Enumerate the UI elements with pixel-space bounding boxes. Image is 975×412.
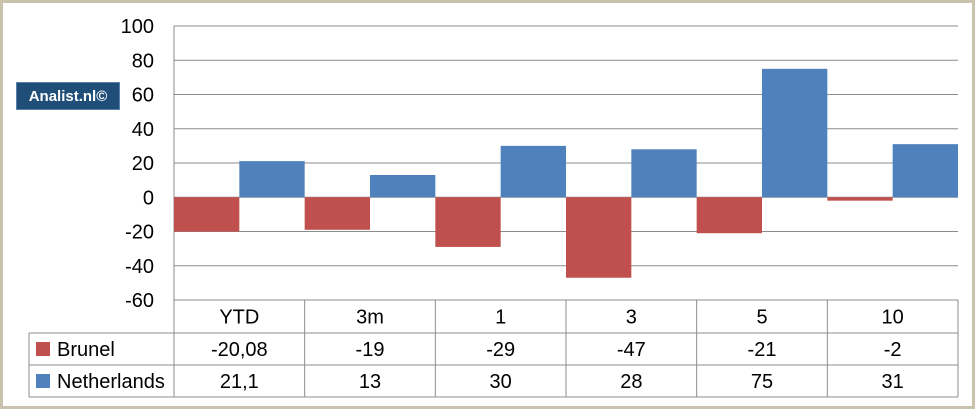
x-category-label: 1 [495, 307, 506, 329]
bar-netherlands [762, 68, 828, 198]
legend-key-netherlands [36, 374, 50, 388]
y-tick-label: 40 [132, 119, 154, 141]
y-tick-label: -20 [125, 222, 154, 244]
x-category-label: YTD [219, 307, 259, 329]
data-label-brunel: -29 [486, 339, 515, 361]
bar-netherlands [500, 145, 566, 198]
x-category-label: 5 [756, 307, 767, 329]
data-label-netherlands: 75 [751, 371, 773, 393]
data-label-netherlands: 28 [620, 371, 642, 393]
data-label-brunel: -21 [748, 339, 777, 361]
y-tick-label: 60 [132, 85, 154, 107]
y-axis-ticks: 100 80 60 40 20 0 -20 -40 -60 [121, 16, 154, 312]
y-tick-label: -60 [125, 290, 154, 312]
bar-brunel [174, 197, 240, 232]
data-label-netherlands: 31 [882, 371, 904, 393]
data-label-netherlands: 30 [490, 371, 512, 393]
y-tick-label: 80 [132, 50, 154, 72]
bar-brunel [304, 197, 370, 230]
bars [174, 68, 958, 278]
y-tick-label: -40 [125, 256, 154, 278]
data-label-netherlands: 13 [359, 371, 381, 393]
data-label-brunel: -2 [884, 339, 902, 361]
bar-brunel [566, 197, 632, 278]
bar-netherlands [892, 144, 958, 198]
x-category-label: 10 [882, 307, 904, 329]
data-label-netherlands: 21,1 [220, 371, 259, 393]
y-tick-label: 20 [132, 153, 154, 175]
legend-label-brunel: Brunel [57, 339, 115, 361]
y-tick-label: 0 [143, 187, 154, 209]
bar-brunel [435, 197, 501, 247]
bar-netherlands [631, 149, 697, 198]
bar-netherlands [370, 174, 436, 198]
legend-key-brunel [36, 342, 50, 356]
bar-brunel [696, 197, 762, 234]
watermark-logo: Analist.nl© [16, 82, 120, 110]
x-category-label: 3m [356, 307, 384, 329]
data-label-brunel: -20,08 [211, 339, 268, 361]
bar-netherlands [239, 161, 305, 198]
bar-brunel [827, 197, 893, 201]
legend-label-netherlands: Netherlands [57, 371, 165, 393]
x-category-label: 3 [626, 307, 637, 329]
data-label-brunel: -19 [356, 339, 385, 361]
y-tick-label: 100 [121, 16, 154, 38]
data-label-brunel: -47 [617, 339, 646, 361]
